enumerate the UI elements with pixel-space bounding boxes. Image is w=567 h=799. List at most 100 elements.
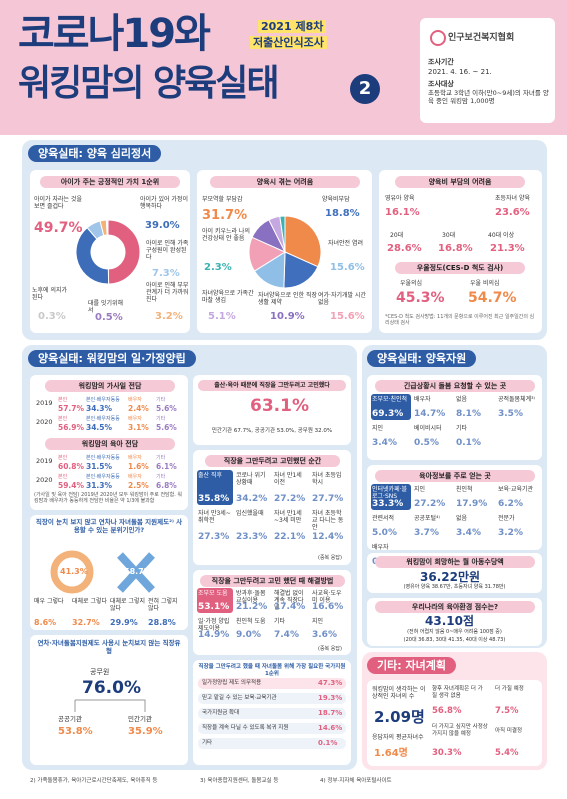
label: 본인·배우자동등 [86, 455, 120, 461]
note: (가사일 및 육아 전담) 2019년 2020년 모두 워킹맘이 주로 전담함… [34, 492, 183, 504]
label: 향후 자녀계획은 더 가질 생각 없음 [432, 686, 483, 699]
value: 56.8% [432, 706, 462, 716]
value: 0.5% [414, 438, 439, 448]
segment [279, 215, 286, 253]
label: 아직 미결정 [495, 728, 523, 734]
yes: 41.3% [60, 567, 88, 576]
value-labels: 31.7% [202, 208, 248, 223]
labels: 아이가 있어 가정이 행복하다 [140, 196, 188, 211]
label: 배우자 [128, 416, 142, 422]
row-bg [198, 723, 346, 734]
label: 일가정양립 제도 의무적용 [202, 680, 262, 686]
label: 직장을 계속 다닐 수 있도록 복귀 지원 [202, 725, 289, 731]
value: 2.4% [128, 404, 149, 413]
note: *CES-D 척도 검사방법: 11개의 문항으로 이루어진 최근 일주일간의 … [385, 314, 535, 326]
value: 3.6% [312, 630, 337, 640]
value: 6.8% [156, 481, 177, 490]
label: 본인 [58, 474, 68, 480]
value: 30.3% [432, 748, 462, 758]
labels: 대를 잇기위해서 [88, 300, 124, 315]
label: 본인 [58, 416, 68, 422]
value: 56.9% [58, 423, 85, 432]
panel [30, 170, 190, 333]
label: 대체로 그렇다 [72, 598, 108, 605]
footnotes: 4) 정부·지자체 육아포털사이트 [320, 778, 392, 784]
value: 21.3% [490, 243, 525, 254]
value-labels: 7.3% [152, 268, 180, 279]
title: 우울정도(CES-D 척도 검사) [395, 262, 525, 275]
value: 5.6% [156, 423, 177, 432]
label: 기타 [156, 474, 166, 480]
labels: 양육비부담 [322, 196, 350, 203]
label: 본인 [58, 455, 68, 461]
labels: 노후에 의지가 된다 [32, 287, 68, 302]
value: 35.9% [128, 726, 163, 737]
value: 27.3% [198, 532, 230, 542]
value: 3.2% [498, 528, 523, 538]
highlight [197, 470, 233, 505]
label: 국가지원금 확대 [202, 710, 240, 716]
value-labels: 0.3% [38, 311, 66, 322]
value: 23.3% [236, 532, 268, 542]
panel [367, 680, 542, 766]
value: 34.3% [86, 404, 113, 413]
value-labels: 0.5% [95, 312, 123, 323]
note: (중복 응답) [318, 646, 342, 652]
label: 공공포털⁴⁾ [414, 515, 440, 522]
note: (중복 응답) [318, 555, 342, 561]
scale: (전혀 어렵지 않음 0~매우 어려움 100점 중) [407, 629, 502, 635]
label: 30대 [442, 232, 456, 239]
title: 양육비 부담의 어려움 [395, 176, 525, 189]
value: 3.4% [456, 528, 481, 538]
value: 23.6% [495, 207, 530, 218]
row-bg [198, 678, 346, 689]
value-labels: 3.2% [155, 311, 183, 322]
value: 33.3% [372, 499, 404, 509]
value: 9.0% [236, 630, 261, 640]
label: 응답자의 평균자녀수 [372, 734, 424, 741]
label: 공적돌봄체계³⁾ [498, 396, 535, 403]
row-bg [198, 738, 346, 749]
value: 2.5% [128, 481, 149, 490]
value: 8.6% [34, 618, 57, 627]
title: 아이가 주는 긍정적인 가치 1순위 [40, 176, 180, 189]
label: 인터넷카페·블로그·SNS [372, 486, 408, 501]
value: 28.8% [148, 618, 176, 627]
value: 3.5% [498, 409, 523, 419]
labels: 부모역할 부담감 [202, 196, 243, 203]
label: 친인척 도움 [236, 618, 266, 625]
label: 베이비시터 [414, 425, 442, 432]
value: 8.1% [456, 409, 481, 419]
o-mark [50, 550, 94, 594]
title: 출산·육아 때문에 직장을 그만두려고 고민했다 [198, 380, 346, 392]
title-line1: 코로나19와 [18, 11, 211, 57]
value: 19.3% [318, 694, 343, 702]
label: 배우자 [414, 396, 431, 403]
labels: 자녀양육으로 인한 직장생활 제약 [258, 292, 318, 307]
label: 지인 [372, 425, 384, 432]
label: 기타 [156, 397, 166, 403]
value: 57.7% [58, 404, 85, 413]
label: 배우자 [128, 474, 142, 480]
label: 더 가질 예정 [495, 686, 524, 692]
value: 18.7% [318, 709, 343, 717]
info-box [420, 18, 555, 123]
labels: 여가·자기개발 시간 없음 [318, 292, 366, 307]
value: 22.1% [274, 532, 306, 542]
segment [284, 215, 322, 268]
value: 6.1% [156, 462, 177, 471]
panel [193, 450, 351, 565]
year: 2020 [36, 418, 53, 426]
label: 우울의심 [400, 280, 423, 287]
value: 28.6% [387, 243, 422, 254]
labels: 아이가 자라는 것을 보면 즐겁다 [34, 196, 82, 211]
value: 14.6% [318, 724, 343, 732]
label: 전문가 [498, 515, 515, 522]
label: 임신했을때 [236, 510, 264, 517]
value: 1.6% [128, 462, 149, 471]
label: 친인척 [456, 486, 473, 493]
label: 없음 [456, 515, 468, 522]
label: 믿고 맡길 수 있는 보육·교육기관 [202, 695, 277, 701]
